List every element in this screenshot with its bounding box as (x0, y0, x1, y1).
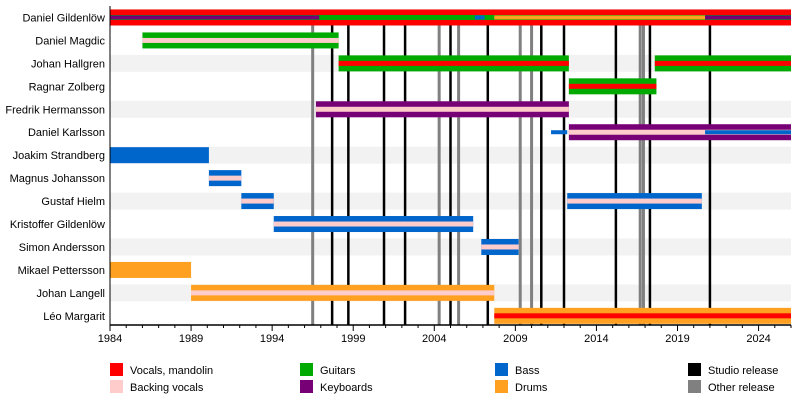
member-label: Johan Langell (36, 288, 105, 300)
bar-inner-backing (568, 129, 791, 135)
legend-swatch-keyboards (300, 380, 313, 393)
bar-inner-backing (241, 198, 274, 204)
x-tick-label: 1999 (341, 333, 365, 345)
legend-swatch-backing (110, 380, 123, 393)
bar-inner-backing (208, 175, 242, 181)
bar-thin-bass (551, 130, 568, 135)
x-tick-label: 1989 (179, 333, 203, 345)
member-label: Ragnar Zolberg (29, 81, 105, 93)
legend-swatch-drums (495, 380, 508, 393)
bar-thin-drums (494, 15, 706, 20)
legend-label: Other release (708, 382, 775, 394)
bar-inner-backing (273, 221, 474, 227)
legend-swatch-bass (495, 363, 508, 376)
bar-inner-vocals (338, 60, 569, 66)
x-tick-label: 2014 (584, 333, 608, 345)
bar-thin-bass (705, 130, 791, 135)
member-label: Magnus Johansson (10, 173, 105, 185)
member-label: Daniel Gildenlöw (22, 12, 105, 24)
bar-inner-backing (142, 37, 339, 43)
bar-inner-guitars (110, 14, 791, 20)
legend-swatch-vocals (110, 363, 123, 376)
bar-inner-backing (315, 106, 569, 112)
legend-label: Backing vocals (130, 382, 204, 394)
legend-label: Guitars (320, 365, 356, 377)
bar-inner-backing (567, 198, 702, 204)
legend-label: Vocals, mandolin (130, 365, 213, 377)
bar-inner-backing (481, 244, 519, 250)
bar-bass (110, 147, 209, 164)
x-tick-label: 1984 (98, 333, 122, 345)
member-label: Simon Andersson (19, 242, 105, 254)
x-tick-label: 2019 (665, 333, 689, 345)
legend-swatch-guitars (300, 363, 313, 376)
member-label: Léo Margarit (43, 311, 105, 323)
bar-thin-bass (474, 15, 485, 20)
member-label: Johan Hallgren (31, 58, 105, 70)
member-label: Fredrik Hermansson (5, 104, 105, 116)
legend-swatch-studio (688, 363, 701, 376)
member-label: Daniel Karlsson (28, 127, 105, 139)
member-label: Joakim Strandberg (13, 150, 105, 162)
bar-thin-keyboards (705, 15, 791, 20)
legend-label: Studio release (708, 365, 778, 377)
x-tick-label: 2009 (503, 333, 527, 345)
bar-inner-backing (191, 290, 495, 296)
x-tick-label: 2024 (746, 333, 770, 345)
legend-label: Drums (515, 382, 548, 394)
bar-inner-vocals (568, 83, 657, 89)
x-tick-label: 1994 (260, 333, 284, 345)
legend-label: Keyboards (320, 382, 373, 394)
bar-inner-vocals (654, 60, 791, 66)
bar-thin-keyboards (110, 15, 320, 20)
x-tick-label: 2004 (422, 333, 446, 345)
member-label: Mikael Pettersson (18, 265, 105, 277)
member-label: Gustaf Hielm (41, 196, 105, 208)
legend-label: Bass (515, 365, 540, 377)
bar-drums (110, 261, 192, 278)
member-label: Kristoffer Gildenlöw (10, 219, 105, 231)
member-label: Daniel Magdic (35, 35, 105, 47)
legend-swatch-other (688, 380, 701, 393)
bar-inner-vocals (494, 313, 791, 319)
